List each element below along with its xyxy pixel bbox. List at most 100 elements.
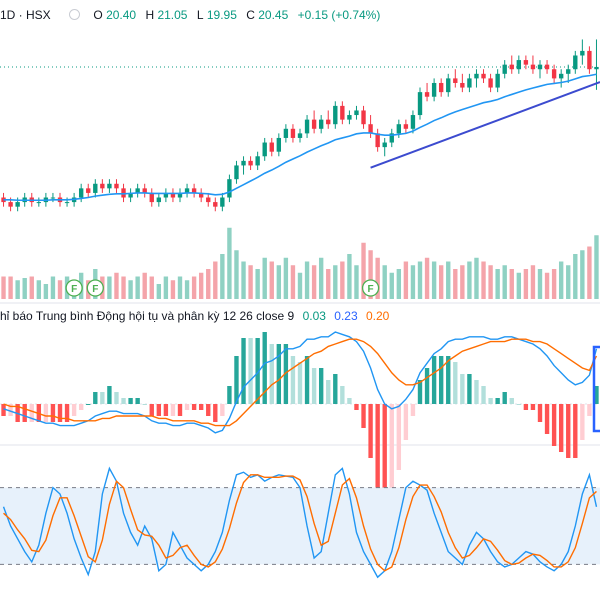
candle-body [149, 192, 154, 203]
volume-bar [544, 272, 550, 299]
volume-bar [57, 280, 63, 299]
candle-body [114, 183, 119, 189]
macd-pane[interactable] [0, 331, 600, 506]
macd-histogram-bar [149, 404, 154, 416]
macd-histogram-bar [107, 386, 112, 404]
volume-bar [396, 269, 402, 299]
candle-body [438, 82, 444, 93]
candle-body [573, 55, 578, 70]
macd-histogram-bar [206, 404, 211, 416]
macd-histogram-bar [170, 404, 176, 416]
candle-body [544, 64, 550, 70]
candle-body [304, 119, 310, 134]
macd-histogram-bar [375, 404, 380, 494]
volume-bar [227, 227, 232, 299]
macd-histogram-bar [403, 404, 409, 440]
open-value: 20.40 [106, 7, 137, 22]
macd-legend[interactable]: hỉ báo Trung bình Động hội tụ và phân kỳ… [0, 309, 389, 323]
macd-histogram-bar [213, 404, 218, 422]
macd-histogram-bar [311, 368, 317, 404]
volume-bar [206, 269, 211, 299]
candle-body [389, 133, 394, 143]
high-value: 21.05 [157, 7, 188, 22]
volume-bar [163, 276, 169, 299]
volume-bar [389, 272, 394, 299]
candle-body [594, 66, 599, 70]
volume-bar [431, 261, 437, 299]
dividend-marker-letter: F [368, 284, 374, 295]
macd-histogram-bar [361, 404, 366, 428]
macd-histogram-bar [184, 404, 190, 410]
high-label: H [145, 7, 155, 22]
macd-histogram-bar [410, 404, 416, 416]
candle-body [93, 183, 98, 193]
candle-body [481, 73, 486, 79]
candle-body [311, 119, 317, 129]
macd-histogram-value: 0.03 [302, 309, 326, 323]
volume-bar [220, 254, 225, 299]
macd-histogram-bar [135, 398, 140, 404]
open-label: O [93, 7, 103, 22]
macd-histogram-bar [474, 380, 479, 404]
stochastic-k-line [2, 466, 598, 579]
candle-body [283, 128, 289, 138]
macd-histogram-bar [8, 404, 13, 416]
macd-histogram-bar [488, 398, 493, 404]
volume-bar [375, 257, 380, 299]
volume-bar [156, 284, 162, 299]
macd-histogram-bar [587, 404, 592, 416]
candle-body [474, 73, 479, 79]
volume-bar [347, 254, 352, 299]
candle-body [269, 142, 274, 152]
volume-bar [502, 265, 507, 299]
candle-body [333, 105, 338, 125]
symbol-label[interactable]: 1D · HSX [0, 7, 51, 22]
volume-bar [326, 269, 331, 299]
macd-histogram-bar [121, 398, 126, 404]
volume-bar [191, 276, 197, 299]
candle-body [460, 82, 465, 88]
candle-body [163, 192, 169, 198]
macd-histogram-bar [142, 404, 147, 405]
volume-bar [198, 272, 204, 299]
macd-histogram-bar [523, 404, 529, 410]
candle-body [255, 156, 260, 166]
macd-histogram-bar [93, 392, 98, 404]
volume-bar [474, 257, 479, 299]
volume-bar [573, 254, 578, 299]
candle-body [121, 188, 126, 198]
candle-body [276, 137, 282, 152]
volume-bar [446, 261, 451, 299]
macd-histogram-bar [114, 392, 119, 404]
macd-histogram-bar [290, 356, 296, 404]
macd-histogram-bar [544, 404, 550, 434]
macd-histogram-bar [460, 374, 465, 404]
macd-signal-value: 0.20 [365, 309, 390, 323]
candle-body [580, 50, 585, 56]
volume-bar [149, 276, 154, 299]
candle-body [403, 124, 409, 129]
macd-histogram-bar [558, 404, 564, 452]
price-pane[interactable] [0, 39, 600, 212]
volume-bar [276, 265, 282, 299]
moving-average-line [3, 73, 597, 202]
macd-histogram-bar [326, 380, 331, 404]
candle-body [326, 119, 331, 125]
stochastic-d-line [3, 474, 597, 572]
stochastic-pane[interactable] [0, 466, 600, 579]
candle-body [290, 128, 296, 138]
dividend-marker-icon: F [361, 279, 380, 297]
macd-histogram-bar [234, 356, 239, 404]
candle-body [198, 192, 204, 198]
macd-histogram-bar [537, 404, 543, 422]
candle-body [318, 119, 324, 129]
close-value: 20.45 [258, 7, 289, 22]
candle-body [128, 192, 133, 198]
macd-histogram-bar [227, 386, 232, 404]
change-value: +0.15 (+0.74%) [297, 7, 381, 22]
macd-histogram-bar [438, 356, 444, 404]
volume-bar [333, 265, 338, 299]
volume-bar [269, 261, 274, 299]
